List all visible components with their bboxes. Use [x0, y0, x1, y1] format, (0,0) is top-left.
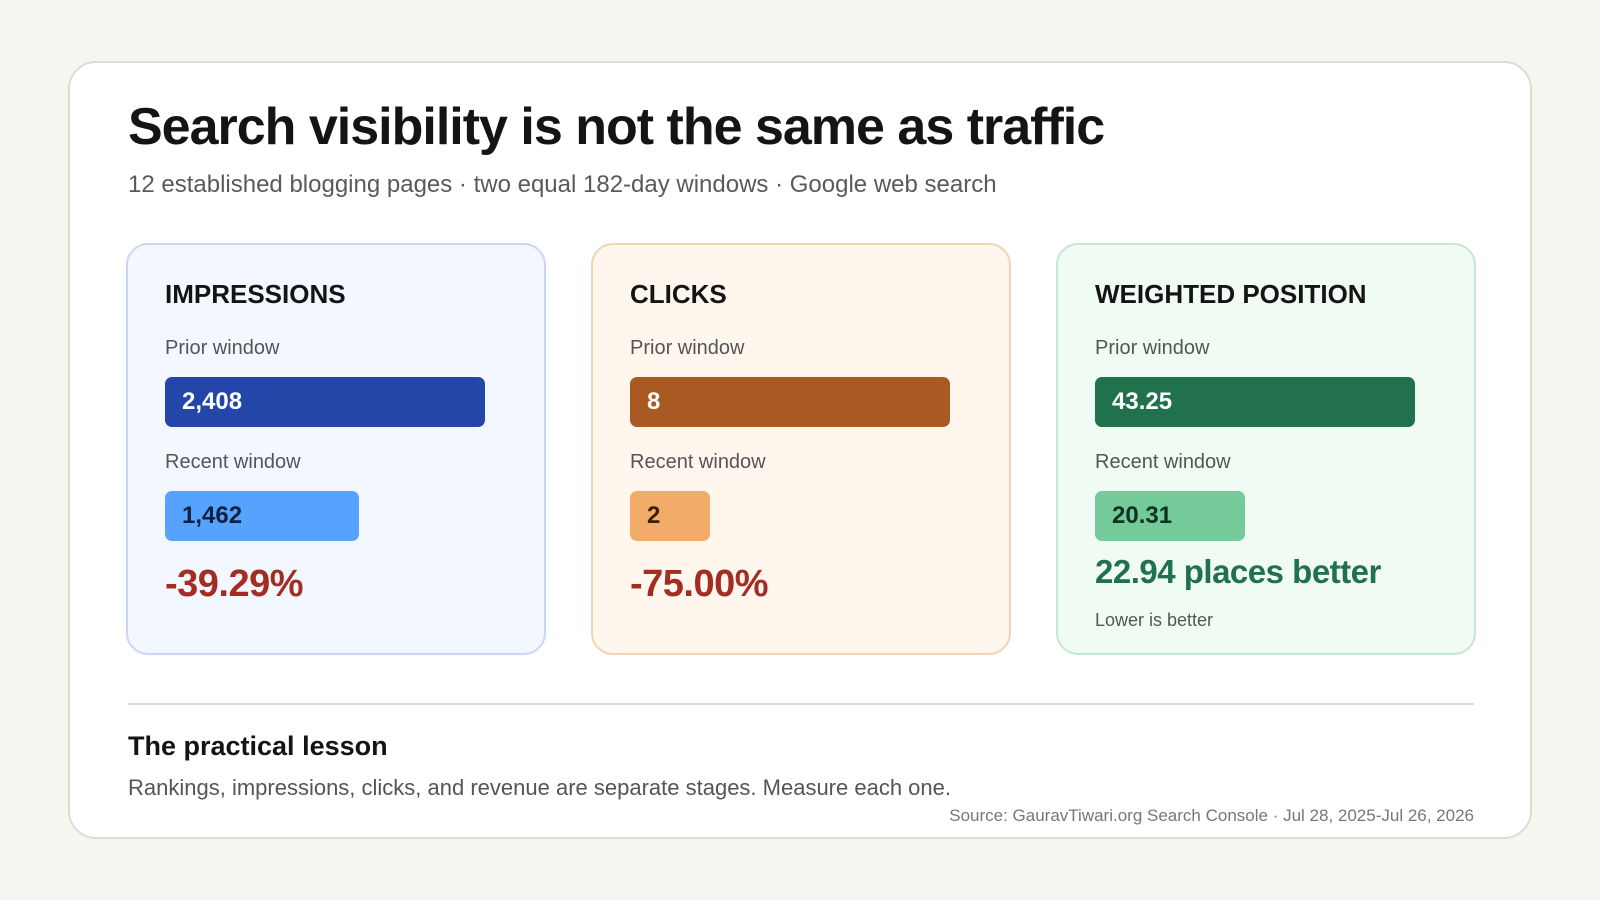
recent-window-bar: 1,462 — [165, 491, 359, 541]
panel-heading: WEIGHTED POSITION — [1095, 279, 1367, 309]
prior-window-bar: 43.25 — [1095, 377, 1415, 427]
prior-window-bar: 2,408 — [165, 377, 485, 427]
panel-heading: IMPRESSIONS — [165, 279, 346, 309]
prior-window-label: Prior window — [165, 337, 280, 359]
prior-window-label: Prior window — [1095, 337, 1210, 359]
prior-window-bar: 8 — [630, 377, 950, 427]
recent-window-label: Recent window — [165, 451, 301, 473]
page-subtitle: 12 established blogging pages · two equa… — [128, 171, 997, 198]
prior-window-label: Prior window — [630, 337, 745, 359]
panel-heading: CLICKS — [630, 279, 727, 309]
section-divider — [128, 703, 1474, 705]
recent-window-label: Recent window — [630, 451, 766, 473]
weighted-position-panel: WEIGHTED POSITION Prior window 43.25 Rec… — [1056, 243, 1476, 655]
recent-window-label: Recent window — [1095, 451, 1231, 473]
source-note: Source: GauravTiwari.org Search Console … — [949, 806, 1474, 825]
lower-is-better-note: Lower is better — [1095, 610, 1214, 630]
recent-window-bar: 20.31 — [1095, 491, 1245, 541]
infographic-card: Search visibility is not the same as tra… — [68, 61, 1532, 839]
change-value: -75.00% — [630, 563, 769, 605]
change-value: 22.94 places better — [1095, 553, 1381, 590]
recent-window-bar: 2 — [630, 491, 710, 541]
page-title: Search visibility is not the same as tra… — [128, 98, 1105, 156]
lesson-text: Rankings, impressions, clicks, and reven… — [128, 775, 951, 800]
lesson-title: The practical lesson — [128, 731, 388, 761]
clicks-panel: CLICKS Prior window 8 Recent window 2 -7… — [591, 243, 1011, 655]
change-value: -39.29% — [165, 563, 304, 605]
impressions-panel: IMPRESSIONS Prior window 2,408 Recent wi… — [126, 243, 546, 655]
